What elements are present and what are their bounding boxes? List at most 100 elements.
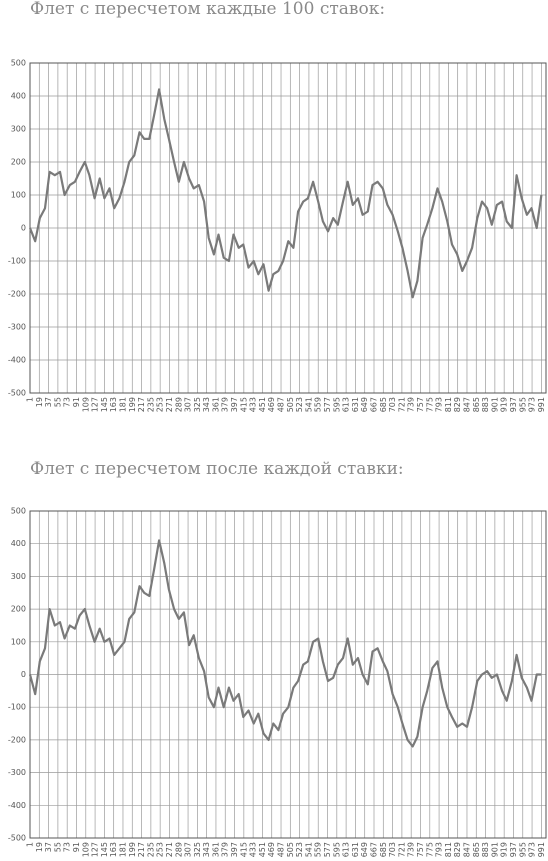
y-tick-label: -300 <box>8 323 26 332</box>
x-tick-label: 919 <box>500 397 509 412</box>
y-tick-label: 300 <box>11 125 26 134</box>
x-tick-label: 721 <box>397 842 406 857</box>
y-tick-label: 0 <box>21 224 26 233</box>
x-tick-label: 199 <box>128 842 137 857</box>
x-tick-label: 145 <box>100 397 109 412</box>
x-tick-label: 379 <box>221 397 230 412</box>
x-tick-label: 505 <box>286 397 295 412</box>
x-tick-label: 559 <box>314 397 323 412</box>
x-tick-label: 883 <box>481 397 490 412</box>
x-tick-label: 649 <box>360 397 369 412</box>
x-tick-label: 289 <box>174 397 183 412</box>
x-tick-label: 253 <box>156 842 165 857</box>
x-tick-label: 775 <box>425 397 434 412</box>
x-tick-label: 847 <box>462 842 471 857</box>
x-tick-label: 361 <box>211 842 220 857</box>
y-tick-label: 200 <box>11 158 26 167</box>
y-tick-label: -100 <box>8 703 26 712</box>
x-tick-label: 127 <box>91 842 100 857</box>
x-tick-label: 181 <box>118 842 127 857</box>
y-tick-label: -100 <box>8 257 26 266</box>
x-tick-label: 1 <box>26 842 35 847</box>
x-tick-label: 847 <box>462 397 471 412</box>
x-tick-label: 55 <box>53 842 62 852</box>
x-tick-label: 91 <box>72 397 81 407</box>
y-tick-label: 100 <box>11 637 26 646</box>
y-tick-label: -400 <box>8 801 26 810</box>
x-tick-label: 757 <box>416 842 425 857</box>
x-tick-label: 685 <box>379 397 388 412</box>
x-tick-label: 415 <box>239 842 248 857</box>
x-tick-label: 289 <box>174 842 183 857</box>
y-tick-label: 500 <box>11 507 26 516</box>
x-tick-label: 577 <box>323 842 332 857</box>
y-tick-label: 0 <box>21 670 26 679</box>
x-tick-label: 793 <box>435 842 444 857</box>
x-tick-label: 523 <box>295 397 304 412</box>
x-tick-label: 595 <box>332 397 341 412</box>
y-tick-label: -500 <box>8 834 26 843</box>
x-tick-label: 919 <box>500 842 509 857</box>
chart-title: Флет с пересчетом после каждой ставки: <box>30 459 404 479</box>
x-tick-label: 901 <box>490 842 499 857</box>
x-tick-label: 883 <box>481 842 490 857</box>
x-tick-label: 307 <box>184 842 193 857</box>
x-tick-label: 163 <box>109 397 118 412</box>
x-tick-label: 667 <box>370 842 379 857</box>
x-tick-label: 703 <box>388 397 397 412</box>
x-tick-label: 541 <box>304 397 313 412</box>
x-tick-label: 973 <box>528 842 537 857</box>
x-tick-label: 631 <box>351 842 360 857</box>
y-tick-label: 400 <box>11 92 26 101</box>
x-tick-label: 397 <box>230 397 239 412</box>
x-tick-label: 811 <box>444 397 453 412</box>
x-tick-label: 955 <box>518 397 527 412</box>
x-tick-label: 793 <box>435 397 444 412</box>
x-tick-label: 127 <box>91 397 100 412</box>
x-tick-label: 307 <box>184 397 193 412</box>
x-tick-label: 721 <box>397 397 406 412</box>
x-tick-label: 829 <box>453 397 462 412</box>
x-tick-label: 829 <box>453 842 462 857</box>
x-tick-label: 217 <box>137 842 146 857</box>
x-tick-label: 865 <box>472 397 481 412</box>
x-tick-label: 739 <box>407 397 416 412</box>
x-tick-label: 235 <box>146 397 155 412</box>
y-tick-label: 400 <box>11 539 26 548</box>
x-tick-label: 973 <box>528 397 537 412</box>
x-tick-label: 631 <box>351 397 360 412</box>
y-tick-label: -400 <box>8 356 26 365</box>
y-tick-label: -200 <box>8 290 26 299</box>
x-tick-label: 775 <box>425 842 434 857</box>
x-tick-label: 235 <box>146 842 155 857</box>
x-tick-label: 577 <box>323 397 332 412</box>
x-tick-label: 505 <box>286 842 295 857</box>
chart-title: Флет с пересчетом каждые 100 ставок: <box>30 0 385 19</box>
x-tick-label: 109 <box>81 397 90 412</box>
x-tick-label: 361 <box>211 397 220 412</box>
x-tick-label: 379 <box>221 842 230 857</box>
x-tick-label: 559 <box>314 842 323 857</box>
x-tick-label: 649 <box>360 842 369 857</box>
x-tick-label: 937 <box>509 397 518 412</box>
x-tick-label: 523 <box>295 842 304 857</box>
x-tick-label: 433 <box>249 842 258 857</box>
x-tick-label: 415 <box>239 397 248 412</box>
x-tick-label: 1 <box>26 397 35 402</box>
data-line <box>28 539 542 748</box>
x-tick-label: 19 <box>35 842 44 852</box>
x-tick-label: 19 <box>35 397 44 407</box>
y-tick-label: 200 <box>11 605 26 614</box>
x-tick-label: 541 <box>304 842 313 857</box>
x-tick-label: 199 <box>128 397 137 412</box>
x-tick-label: 325 <box>193 397 202 412</box>
x-tick-label: 163 <box>109 842 118 857</box>
x-tick-label: 865 <box>472 842 481 857</box>
x-tick-label: 955 <box>518 842 527 857</box>
x-tick-label: 253 <box>156 397 165 412</box>
x-tick-label: 451 <box>258 842 267 857</box>
y-tick-label: -300 <box>8 768 26 777</box>
x-tick-label: 901 <box>490 397 499 412</box>
x-tick-label: 451 <box>258 397 267 412</box>
y-tick-label: 100 <box>11 191 26 200</box>
